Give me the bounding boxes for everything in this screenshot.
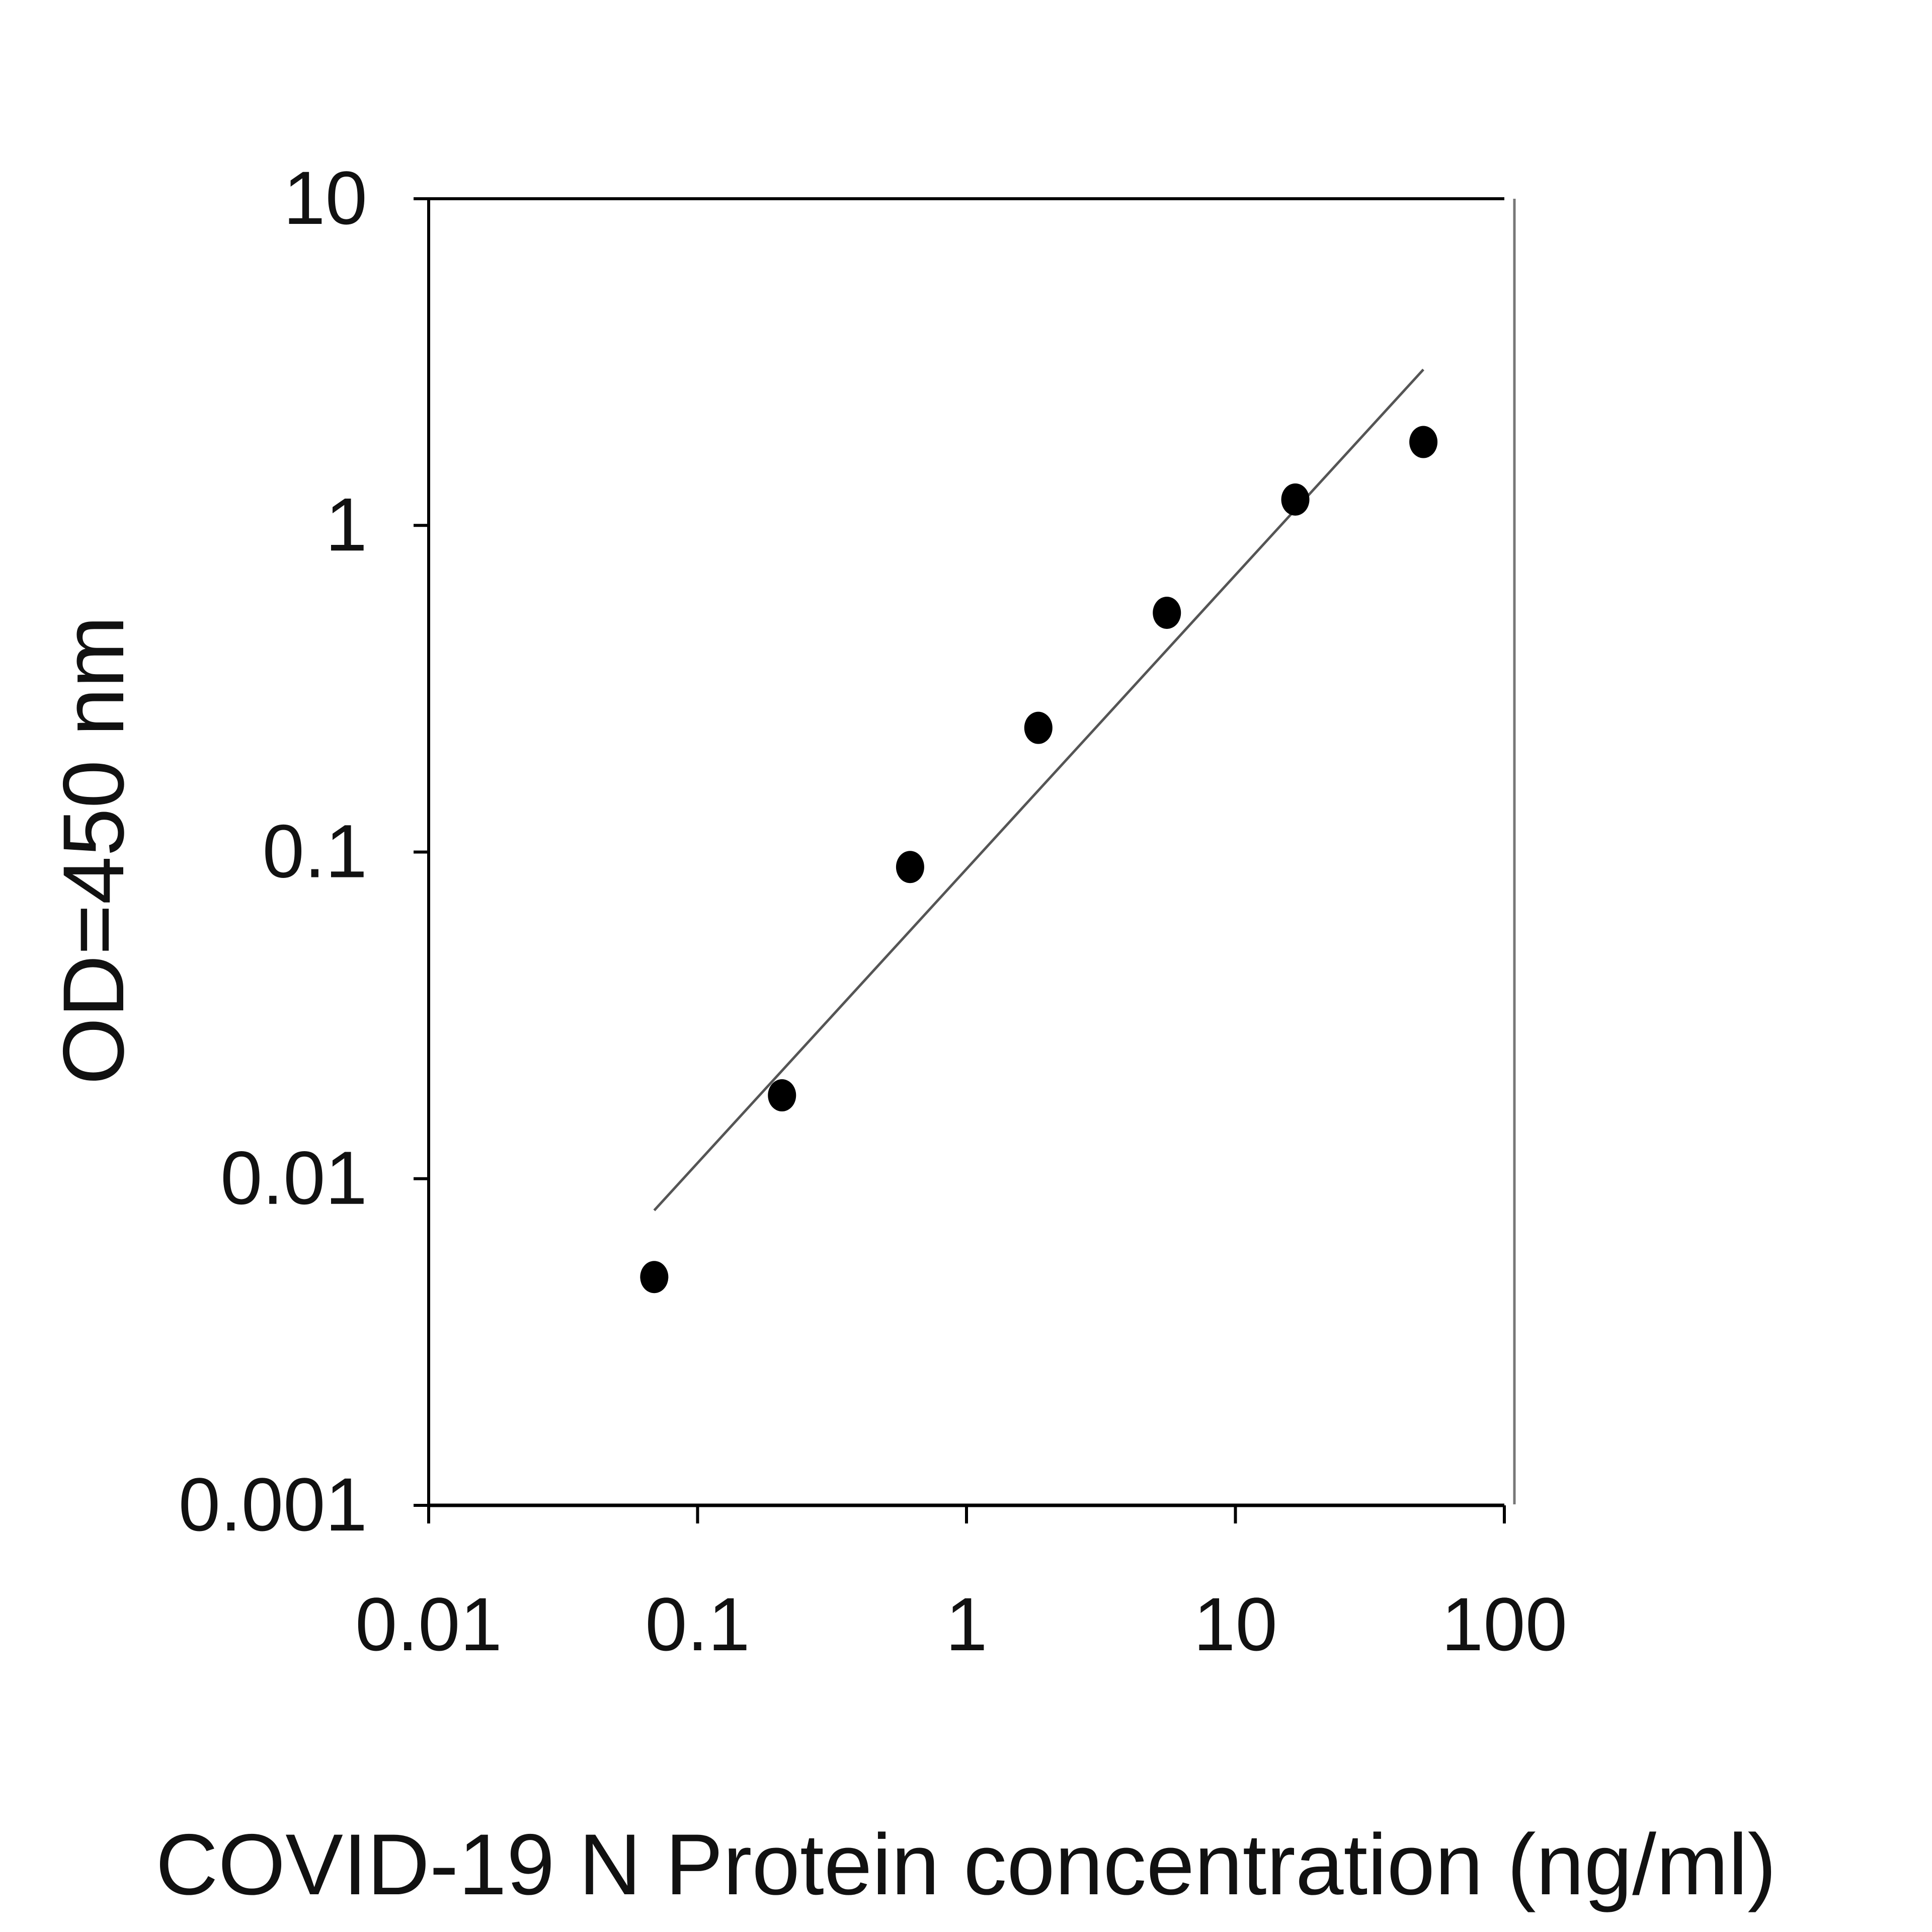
x-tick-label: 0.1 — [645, 1582, 750, 1666]
y-tick-label: 10 — [283, 155, 367, 240]
x-axis-title: COVID-19 N Protein concentration (ng/ml) — [155, 1816, 1776, 1913]
y-ticks: 0.001 0.01 0.1 1 10 — [179, 155, 429, 1547]
y-tick-label: 0.01 — [220, 1136, 367, 1220]
x-tick-label: 10 — [1193, 1582, 1277, 1666]
x-tick-label: 1 — [945, 1582, 987, 1666]
y-tick-label: 0.001 — [179, 1462, 367, 1547]
data-point — [1409, 426, 1438, 458]
data-point — [896, 851, 924, 883]
data-point — [640, 1261, 669, 1294]
x-tick-label: 100 — [1441, 1582, 1567, 1666]
y-axis-title: OD=450 nm — [45, 616, 142, 1085]
y-tick-label: 1 — [326, 482, 367, 567]
x-tick-label: 0.01 — [355, 1582, 502, 1666]
data-point — [768, 1079, 796, 1112]
plot-frame — [428, 197, 1516, 1504]
data-point — [1153, 596, 1181, 629]
x-ticks: 0.01 0.1 1 10 100 — [355, 1505, 1567, 1666]
data-point — [1024, 711, 1053, 744]
data-point — [1281, 483, 1310, 516]
data-points-layer — [640, 426, 1438, 1294]
y-tick-label: 0.1 — [262, 809, 367, 894]
